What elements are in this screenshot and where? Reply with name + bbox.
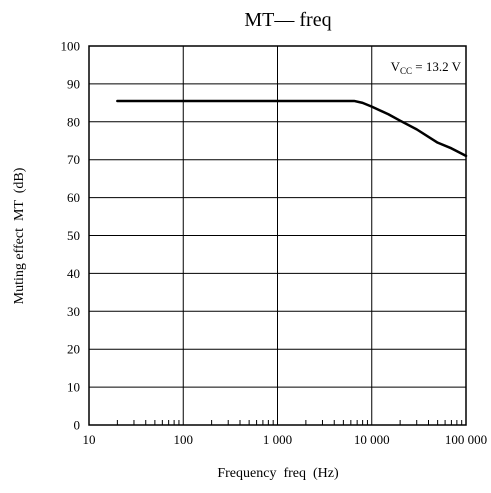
vcc-annotation: VCC = 13.2 V	[391, 59, 462, 76]
vcc-prefix: V	[391, 59, 401, 74]
x-tick-label: 100 000	[445, 432, 487, 447]
chart-title: MT— freq	[244, 9, 331, 31]
y-axis-label: Muting effect MT (dB)	[12, 167, 27, 304]
y-tick-labels: 0 10 20 30 40 50 60 70 80 90 100	[61, 39, 81, 433]
y-tick-label: 90	[67, 76, 80, 91]
minor-ticks	[116, 420, 463, 425]
y-tick-label: 50	[67, 228, 80, 243]
y-tick-label: 10	[67, 380, 80, 395]
y-tick-label: 0	[74, 418, 81, 433]
y-tick-label: 30	[67, 304, 80, 319]
vcc-subscript: CC	[400, 66, 412, 76]
series-line	[116, 99, 468, 158]
vcc-suffix: = 13.2 V	[412, 59, 462, 74]
y-tick-label: 80	[67, 114, 80, 129]
x-tick-label: 10 000	[354, 432, 390, 447]
x-tick-label: 100	[174, 432, 194, 447]
y-tick-label: 70	[67, 152, 80, 167]
y-tick-label: 20	[67, 342, 80, 357]
x-tick-label: 10	[83, 432, 96, 447]
plot-frame	[88, 45, 467, 426]
x-tick-labels: 10 100 1 000 10 000 100 000	[83, 432, 488, 447]
y-tick-label: 100	[61, 39, 81, 54]
x-axis-label: Frequency freq (Hz)	[217, 466, 339, 481]
grid	[89, 46, 466, 425]
y-tick-label: 60	[67, 190, 80, 205]
y-tick-label: 40	[67, 266, 80, 281]
x-tick-label: 1 000	[263, 432, 292, 447]
